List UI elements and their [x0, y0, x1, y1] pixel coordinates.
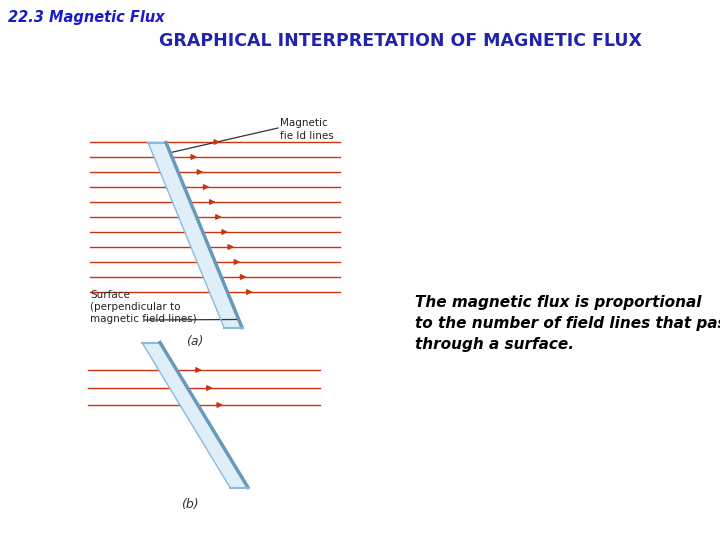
Text: fie ld lines: fie ld lines	[280, 131, 334, 141]
Text: (perpendicular to: (perpendicular to	[90, 302, 181, 312]
Text: The magnetic flux is proportional
to the number of field lines that pass
through: The magnetic flux is proportional to the…	[415, 295, 720, 352]
Text: Surface: Surface	[90, 290, 130, 300]
Polygon shape	[142, 342, 248, 488]
Text: (a): (a)	[186, 335, 204, 348]
Polygon shape	[148, 143, 242, 327]
Text: 22.3 Magnetic Flux: 22.3 Magnetic Flux	[8, 10, 165, 25]
Text: (b): (b)	[181, 498, 199, 511]
Text: magnetic field lines): magnetic field lines)	[90, 314, 197, 324]
Text: GRAPHICAL INTERPRETATION OF MAGNETIC FLUX: GRAPHICAL INTERPRETATION OF MAGNETIC FLU…	[158, 32, 642, 50]
Text: Magnetic: Magnetic	[280, 118, 328, 128]
